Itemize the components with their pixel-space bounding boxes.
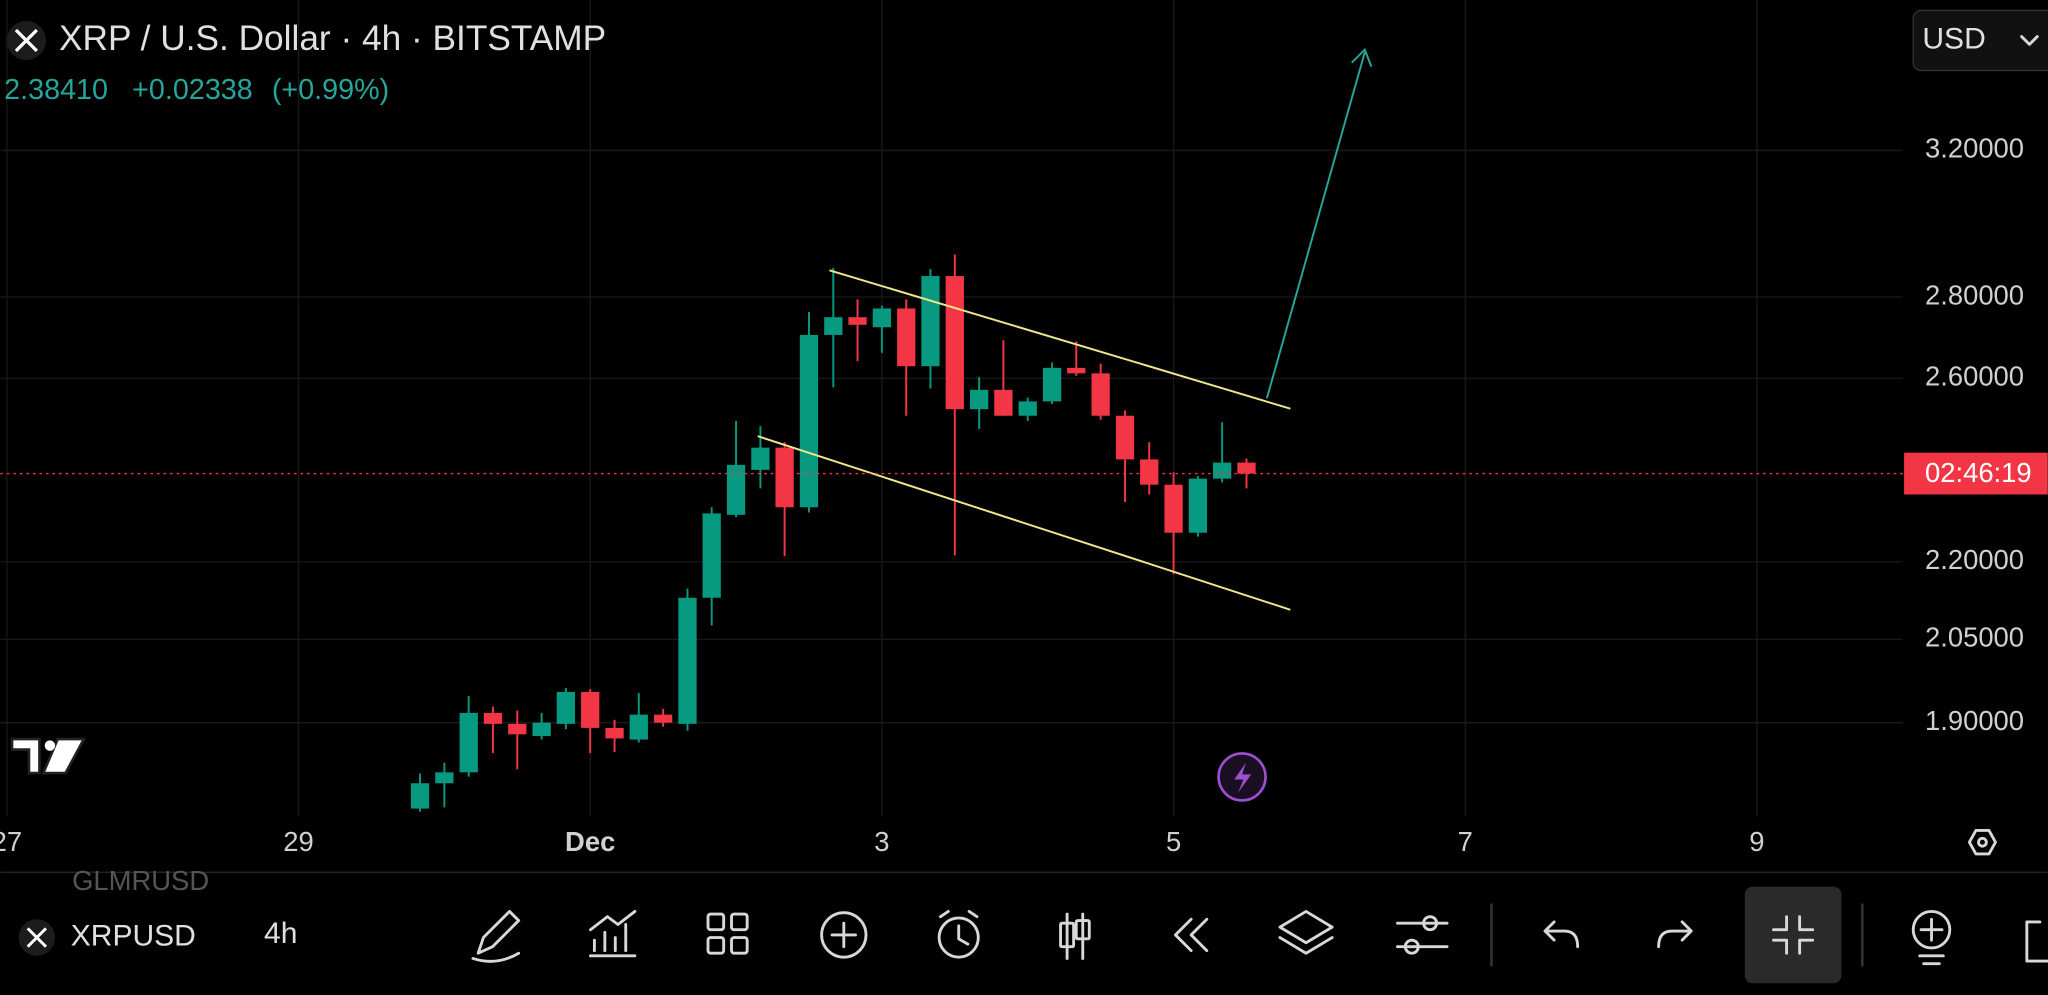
arrow-head xyxy=(1351,47,1373,67)
toolbar-symbol[interactable]: XRPUSD xyxy=(71,919,196,952)
candles xyxy=(410,254,1256,812)
y-tick-label: 2.20000 xyxy=(1925,544,2024,575)
trend-line xyxy=(829,269,1291,410)
candle-body xyxy=(824,317,843,335)
y-tick-label: 2.05000 xyxy=(1925,622,2024,653)
candle-body xyxy=(410,783,430,809)
candle-body xyxy=(994,389,1013,416)
candle-body xyxy=(1164,484,1183,533)
change-pct: (+0.99%) xyxy=(272,74,389,106)
candle-body xyxy=(1212,462,1232,479)
arrow xyxy=(1265,51,1366,399)
candle-body xyxy=(1188,478,1208,533)
x-tick-label: Dec xyxy=(565,826,615,857)
currency[interactable]: USD xyxy=(1922,22,1985,55)
candle-body xyxy=(848,317,867,325)
toolbar-icons[interactable] xyxy=(471,886,2048,984)
candle-body xyxy=(945,276,964,410)
x-tick-label: 9 xyxy=(1749,826,1764,857)
candle-body xyxy=(581,691,600,728)
candle-body xyxy=(970,389,989,410)
candle-body xyxy=(629,714,648,740)
candle-body xyxy=(435,772,454,784)
candle-body xyxy=(751,447,770,470)
x-tick-label: 5 xyxy=(1166,826,1181,857)
candle-body xyxy=(653,714,673,723)
candle-body xyxy=(459,712,478,773)
candle-body xyxy=(1115,415,1135,460)
y-tick-label: 2.60000 xyxy=(1925,361,2024,392)
x-tick-label: 29 xyxy=(283,826,313,857)
candle-body xyxy=(1067,367,1086,374)
candle-body xyxy=(1140,459,1159,485)
candle-body xyxy=(921,276,940,367)
candle-body xyxy=(1091,373,1110,416)
candle-body xyxy=(1237,462,1256,474)
change: +0.02338 xyxy=(132,74,253,106)
candle-body xyxy=(678,597,697,724)
x-tick-label: 27 xyxy=(0,826,22,857)
x-tick-label: 3 xyxy=(874,826,889,857)
candle-body xyxy=(775,447,794,508)
candle-body xyxy=(508,723,527,735)
currency-button[interactable] xyxy=(1912,9,2048,72)
trend-line xyxy=(757,435,1291,611)
candle-body xyxy=(1042,367,1062,402)
candle-body xyxy=(872,308,892,328)
candle-body xyxy=(1018,401,1037,416)
candle-body xyxy=(605,727,624,739)
countdown: 02:46:19 xyxy=(1925,457,2032,488)
settings-icon[interactable] xyxy=(1967,829,1997,856)
candle-body xyxy=(702,513,721,598)
price: 2.38410 xyxy=(4,74,108,106)
flash-bolt xyxy=(1234,762,1252,793)
y-tick-label: 3.20000 xyxy=(1925,133,2024,164)
candle-body xyxy=(726,464,746,515)
countdown-tag xyxy=(1904,452,2048,495)
title: XRP / U.S. Dollar · 4h · BITSTAMP xyxy=(59,19,606,58)
candle-body xyxy=(532,722,551,737)
symbol-icon-x xyxy=(26,927,47,948)
y-tick-label: 2.80000 xyxy=(1925,279,2024,310)
x-tick-label: 7 xyxy=(1458,826,1473,857)
toolbar-interval[interactable]: 4h xyxy=(264,917,297,950)
candle-body xyxy=(799,334,819,508)
candle-body xyxy=(483,712,503,724)
symbol-icon-x xyxy=(14,28,38,53)
candle-body xyxy=(897,308,916,367)
logo xyxy=(10,737,87,775)
dropdown-icon xyxy=(2020,35,2039,46)
settings-icon-dot xyxy=(1977,836,1988,848)
y-tick-label: 1.90000 xyxy=(1925,705,2024,736)
watchlist-item: GLMRUSD xyxy=(72,865,209,896)
candle-body xyxy=(556,691,575,724)
